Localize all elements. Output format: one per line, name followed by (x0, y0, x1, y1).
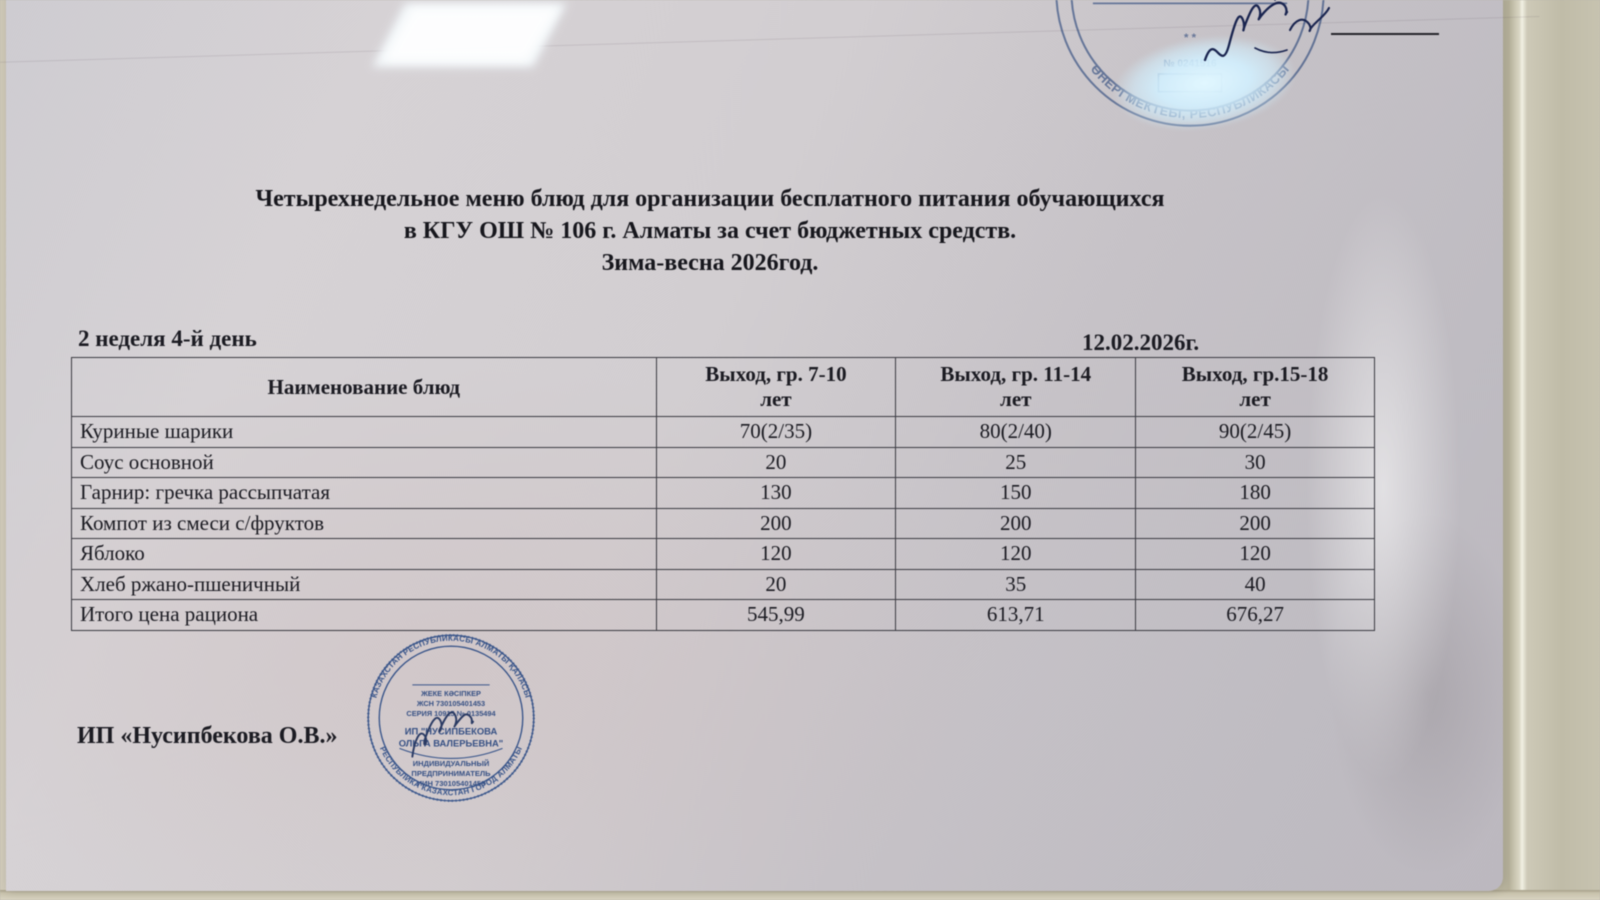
svg-text:СЕРИЯ 10915 № 0135494: СЕРИЯ 10915 № 0135494 (406, 709, 496, 718)
svg-text:ЖЕКЕ КӘСІПКЕР: ЖЕКЕ КӘСІПКЕР (420, 689, 481, 698)
svg-text:ПРЕДПРИНИМАТЕЛЬ: ПРЕДПРИНИМАТЕЛЬ (411, 769, 491, 778)
svg-text:ЖСН 730105401453: ЖСН 730105401453 (416, 699, 485, 708)
svg-text:ИНДИВИДУАЛЬНЫЙ: ИНДИВИДУАЛЬНЫЙ (413, 759, 490, 768)
svg-text:ИИН 730105401453: ИИН 730105401453 (417, 779, 486, 788)
